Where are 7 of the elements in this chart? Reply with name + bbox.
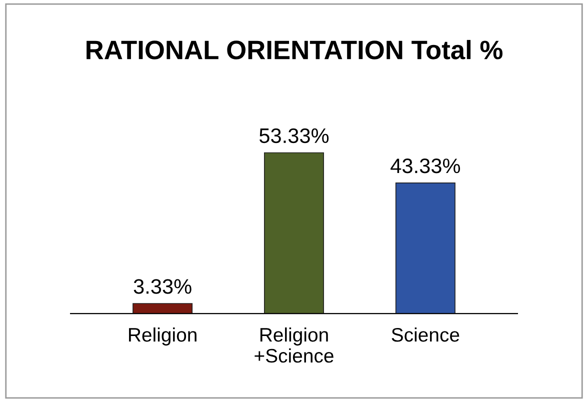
x-tick-label: Religion bbox=[129, 327, 196, 346]
chart-title: RATIONAL ORIENTATION Total % bbox=[86, 40, 502, 60]
x-tick-label: Science bbox=[392, 327, 460, 342]
data-label: 53.33% bbox=[260, 128, 329, 144]
data-label: 43.33% bbox=[390, 158, 460, 174]
data-label: 3.33% bbox=[134, 279, 192, 294]
x-tick-label: Religion +Science bbox=[254, 327, 334, 363]
